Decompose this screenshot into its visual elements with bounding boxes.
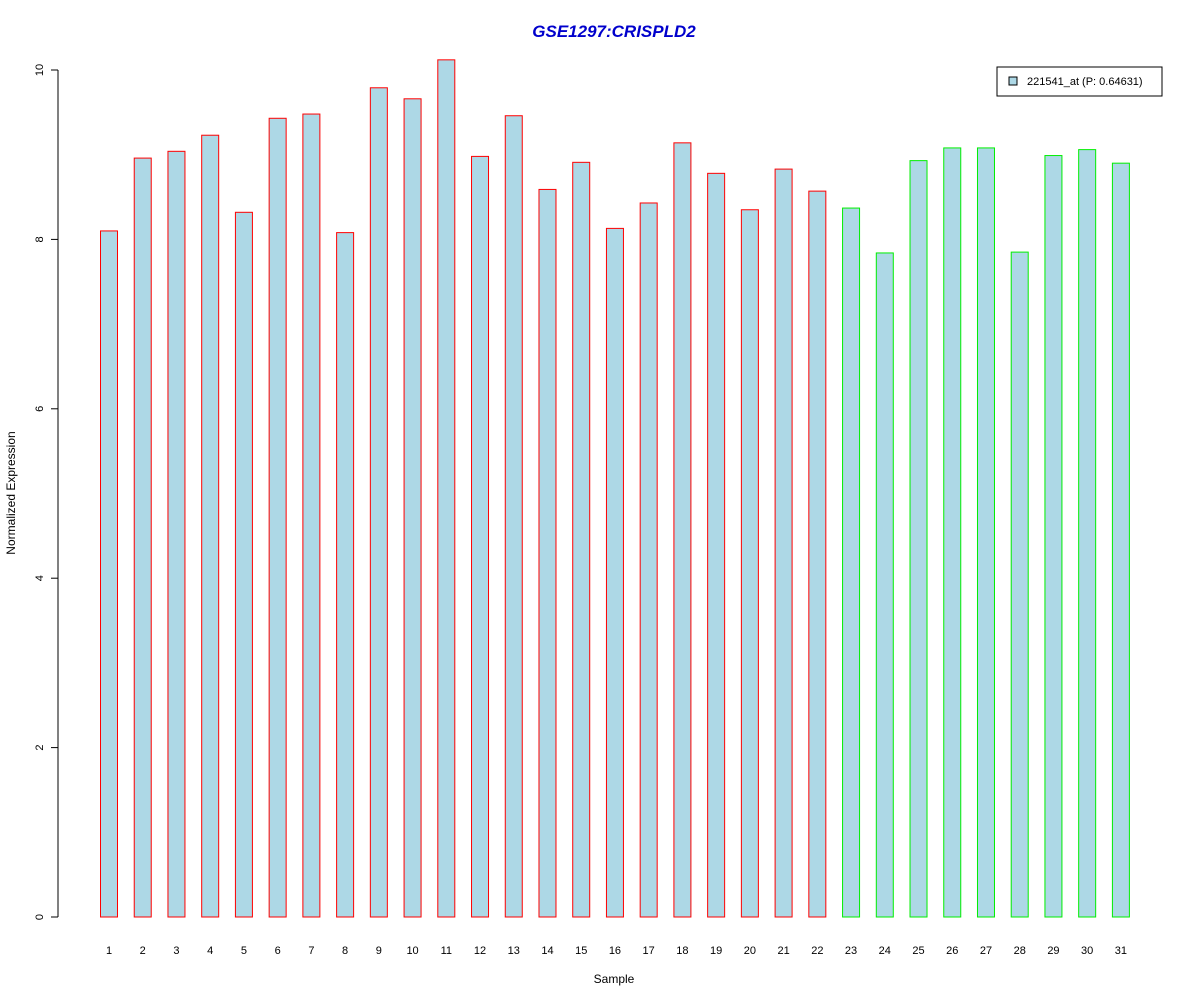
x-tick-label: 15 xyxy=(575,945,587,957)
x-tick-label: 1 xyxy=(106,945,112,957)
bar-sample-9 xyxy=(369,87,388,918)
bar-sample-23 xyxy=(842,207,861,918)
bar-sample-15 xyxy=(572,161,591,918)
legend-swatch xyxy=(1008,76,1018,86)
x-tick-labels: 1 2 3 4 5 6 7 8 9 10 11 12 13 14 15 16 17 18 19 20 21 22 23 24 2… xyxy=(106,945,1127,957)
x-tick-label: 27 xyxy=(980,945,992,957)
x-tick-label: 16 xyxy=(609,945,621,957)
bar-sample-12 xyxy=(471,155,490,918)
x-tick-label: 9 xyxy=(376,945,382,957)
bar-sample-25 xyxy=(909,160,928,918)
bar-sample-7 xyxy=(302,113,321,918)
x-tick-label: 2 xyxy=(140,945,146,957)
bar-sample-31 xyxy=(1111,162,1130,918)
x-tick-label: 23 xyxy=(845,945,857,957)
x-tick-label: 10 xyxy=(406,945,418,957)
x-tick-label: 14 xyxy=(541,945,553,957)
bar-sample-22 xyxy=(808,190,827,918)
y-tick-label: 8 xyxy=(34,236,46,242)
x-tick-label: 25 xyxy=(912,945,924,957)
bar-sample-24 xyxy=(875,252,894,918)
bar-sample-13 xyxy=(504,115,523,918)
bar-sample-5 xyxy=(234,211,253,918)
y-tick-label: 10 xyxy=(34,64,46,76)
y-axis: 0 2 4 6 8 10 xyxy=(34,64,59,920)
y-axis-label: Normalized Expression xyxy=(4,431,18,554)
x-tick-label: 28 xyxy=(1014,945,1026,957)
legend-box xyxy=(996,66,1163,97)
x-axis-label: Sample xyxy=(594,972,635,986)
legend: 221541_at (P: 0.64631) xyxy=(996,66,1163,97)
y-tick-label: 0 xyxy=(34,914,46,920)
bar-sample-30 xyxy=(1078,149,1097,918)
bar-sample-2 xyxy=(133,157,152,918)
y-tick-label: 4 xyxy=(34,575,46,581)
x-tick-label: 3 xyxy=(173,945,179,957)
bar-sample-16 xyxy=(605,227,624,918)
x-tick-label: 11 xyxy=(441,945,452,957)
x-tick-label: 7 xyxy=(308,945,314,957)
bar-sample-28 xyxy=(1010,251,1029,918)
x-tick-label: 24 xyxy=(879,945,891,957)
x-tick-label: 5 xyxy=(241,945,247,957)
x-tick-label: 20 xyxy=(744,945,756,957)
bar-sample-20 xyxy=(740,209,759,918)
x-tick-label: 19 xyxy=(710,945,722,957)
y-tick-label: 2 xyxy=(34,745,46,751)
bar-sample-27 xyxy=(976,147,995,918)
bar-sample-29 xyxy=(1044,155,1063,918)
x-tick-label: 18 xyxy=(676,945,688,957)
x-tick-label: 30 xyxy=(1081,945,1093,957)
x-tick-label: 6 xyxy=(275,945,281,957)
x-tick-label: 17 xyxy=(643,945,655,957)
bar-sample-6 xyxy=(268,117,287,918)
chart-title: GSE1297:CRISPLD2 xyxy=(532,22,696,41)
x-tick-label: 8 xyxy=(342,945,348,957)
x-tick-label: 4 xyxy=(207,945,213,957)
x-tick-label: 12 xyxy=(474,945,486,957)
x-tick-label: 22 xyxy=(811,945,823,957)
bar-sample-14 xyxy=(538,188,557,918)
x-tick-label: 13 xyxy=(508,945,520,957)
bar-sample-26 xyxy=(943,147,962,918)
bar-sample-18 xyxy=(673,142,692,918)
bar-sample-21 xyxy=(774,168,793,918)
x-tick-label: 21 xyxy=(777,945,789,957)
y-tick-label: 6 xyxy=(34,406,46,412)
x-tick-label: 29 xyxy=(1047,945,1059,957)
bars-group xyxy=(100,59,1130,918)
bar-sample-3 xyxy=(167,150,186,918)
bar-sample-17 xyxy=(639,202,658,918)
bar-sample-11 xyxy=(437,59,456,918)
x-tick-label: 31 xyxy=(1115,945,1127,957)
bar-sample-10 xyxy=(403,98,422,918)
bar-sample-4 xyxy=(201,134,220,918)
bar-sample-8 xyxy=(336,232,355,918)
bar-sample-1 xyxy=(100,230,118,918)
x-tick-label: 26 xyxy=(946,945,958,957)
bar-sample-19 xyxy=(707,172,726,918)
legend-label: 221541_at (P: 0.64631) xyxy=(1027,76,1143,88)
